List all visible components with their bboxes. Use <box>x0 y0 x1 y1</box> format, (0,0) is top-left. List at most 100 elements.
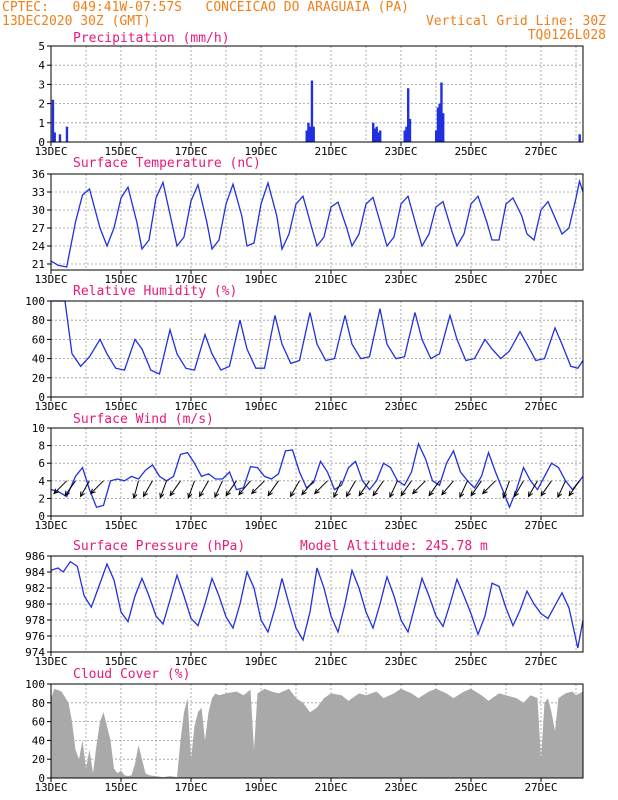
x-tick-label: 19DEC <box>244 400 277 413</box>
wind-vector-head <box>389 492 395 499</box>
y-tick-label: 80 <box>32 697 45 710</box>
x-tick-label: 15DEC <box>104 145 137 158</box>
x-tick-label: 15DEC <box>104 273 137 286</box>
wind-vector-head <box>400 490 406 497</box>
x-tick-label: 27DEC <box>524 400 557 413</box>
wind-vector <box>389 480 398 498</box>
y-tick-label: 10 <box>32 422 45 435</box>
wind-vector <box>568 480 580 496</box>
wind-vector <box>159 480 167 498</box>
x-tick-label: 13DEC <box>34 145 67 158</box>
wind-vector-head <box>159 492 165 499</box>
wind-vector <box>412 480 426 494</box>
wind-vector-head <box>568 490 574 497</box>
wind-vector-head <box>250 488 257 495</box>
precip-bar <box>375 126 378 142</box>
wind-vector-head <box>557 492 563 499</box>
precip-bar <box>305 130 308 142</box>
wind-vector <box>214 480 223 498</box>
wind-vector <box>333 480 342 498</box>
y-tick-label: 40 <box>32 734 45 747</box>
panel-title: Cloud Cover (%) <box>73 667 190 682</box>
y-tick-label: 986 <box>25 550 45 563</box>
wind-vector-head <box>142 491 148 498</box>
precip-bar <box>407 88 410 142</box>
wind-vector-head <box>345 491 351 498</box>
y-tick-label: 0 <box>38 136 45 149</box>
y-tick-label: 2 <box>38 98 45 111</box>
wind-vector <box>428 480 440 496</box>
precip-bar <box>436 107 440 142</box>
x-tick-label: 17DEC <box>174 400 207 413</box>
wind-vector <box>199 480 209 497</box>
x-tick-label: 27DEC <box>524 781 557 794</box>
wind-vector-head <box>267 490 273 497</box>
x-tick-label: 23DEC <box>384 781 417 794</box>
y-tick-label: 0 <box>38 391 45 404</box>
y-tick-label: 27 <box>32 222 45 235</box>
x-tick-label: 27DEC <box>524 273 557 286</box>
panel-frame <box>50 555 584 653</box>
precip-bar <box>440 82 443 142</box>
x-tick-label: 21DEC <box>314 145 347 158</box>
wind-vector <box>540 480 552 496</box>
header-grid-note: Vertical Grid Line: 30Z <box>425 14 606 29</box>
wind-vector <box>90 480 104 494</box>
wind-vector-head <box>225 490 231 497</box>
panel-title: Surface Pressure (hPa) <box>73 539 245 554</box>
precip-bar <box>379 130 382 142</box>
wind-vector-head <box>64 490 70 497</box>
y-tick-label: 982 <box>25 582 45 595</box>
wind-vector <box>372 480 384 496</box>
y-tick-label: 21 <box>32 258 45 271</box>
x-tick-label: 13DEC <box>34 655 67 668</box>
x-tick-label: 13DEC <box>34 273 67 286</box>
wind-vector <box>470 480 482 496</box>
header-model-code: TQ0126L028 <box>527 28 606 43</box>
x-tick-label: 23DEC <box>384 145 417 158</box>
y-tick-label: 20 <box>32 372 45 385</box>
wind-vector-head <box>527 491 533 498</box>
wind-vector <box>400 480 412 496</box>
x-tick-label: 19DEC <box>244 145 277 158</box>
wind-vector-head <box>313 488 320 495</box>
wind-vector-head <box>441 489 447 496</box>
y-tick-label: 3 <box>38 78 45 91</box>
x-tick-label: 17DEC <box>174 145 207 158</box>
wind-vector <box>169 480 181 496</box>
y-tick-label: 6 <box>38 457 45 470</box>
x-tick-label: 25DEC <box>454 145 487 158</box>
wind-vector-head <box>53 488 59 495</box>
x-tick-label: 19DEC <box>244 273 277 286</box>
precip-bar <box>408 118 412 142</box>
precip-bar <box>438 103 441 142</box>
wind-vector-head <box>502 492 508 499</box>
y-tick-label: 80 <box>32 314 45 327</box>
wind-vector <box>514 480 524 497</box>
wind-vector-head <box>358 490 364 497</box>
y-tick-label: 8 <box>38 440 45 453</box>
x-tick-label: 25DEC <box>454 781 487 794</box>
wind-vector <box>143 480 153 497</box>
wind-vector-head <box>289 491 295 498</box>
precip-bar <box>403 130 406 142</box>
precip-bar <box>405 126 408 142</box>
x-tick-label: 25DEC <box>454 273 487 286</box>
wind-vector-head <box>214 492 220 499</box>
x-tick-label: 17DEC <box>174 273 207 286</box>
precip-bar <box>53 132 56 142</box>
wind-vector <box>502 480 510 498</box>
panel-title: Surface Wind (m/s) <box>73 412 214 427</box>
series-line <box>50 441 584 509</box>
y-tick-label: 30 <box>32 204 45 217</box>
wind-vector <box>225 480 237 496</box>
cloud-cover-area <box>51 688 583 778</box>
wind-vector-head <box>132 493 138 500</box>
precip-bar <box>310 80 314 142</box>
panel-annotation: Model Altitude: 245.78 m <box>300 539 488 554</box>
wind-vector-head <box>459 492 465 499</box>
y-tick-label: 5 <box>38 40 45 53</box>
wind-vector <box>346 480 356 497</box>
wind-vector <box>290 480 300 497</box>
